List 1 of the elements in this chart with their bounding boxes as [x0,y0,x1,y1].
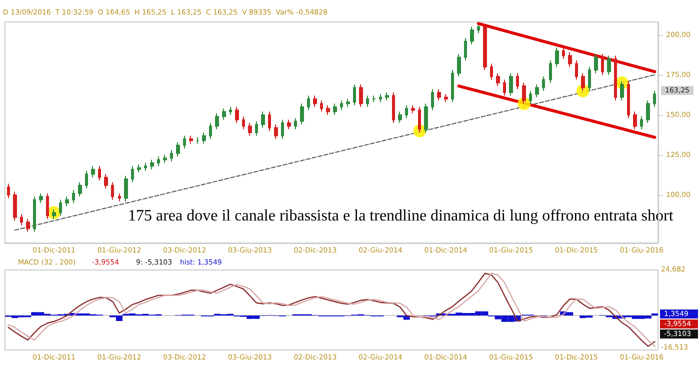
annotation: 175 area dove il canale ribassista e la trendline dinamica di lung offrono entrata short [128,208,674,224]
